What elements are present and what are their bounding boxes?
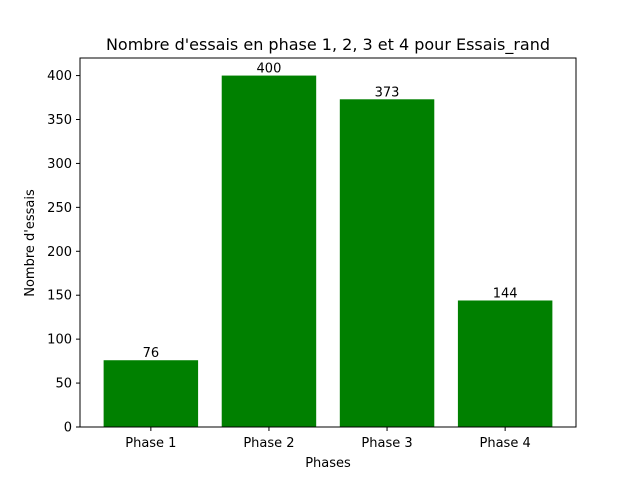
data-labels-group: 76 400 373 144 <box>143 62 518 362</box>
bar-3 <box>339 99 435 428</box>
y-tick-label: 0 <box>64 421 72 436</box>
bar-value-label-2: 400 <box>257 62 282 77</box>
y-tick-label: 350 <box>47 113 72 128</box>
y-axis-label: Nombre d'essais <box>23 189 38 297</box>
y-tick-label: 150 <box>47 289 72 304</box>
y-axis-ticks: 0 50 100 150 200 250 300 350 400 <box>47 69 80 436</box>
y-tick-label: 250 <box>47 201 72 216</box>
x-tick-label: Phase 1 <box>125 436 176 451</box>
bar-value-label-1: 76 <box>143 346 160 361</box>
x-axis-label: Phases <box>305 456 351 471</box>
x-tick-label: Phase 3 <box>361 436 412 451</box>
y-tick-label: 50 <box>55 377 72 392</box>
x-axis-ticks: Phase 1 Phase 2 Phase 3 Phase 4 <box>125 427 531 451</box>
y-tick-label: 400 <box>47 69 72 84</box>
bars-group <box>103 75 553 428</box>
y-tick-label: 200 <box>47 245 72 260</box>
bar-value-label-3: 373 <box>375 85 400 100</box>
bar-2 <box>221 75 317 428</box>
bar-1 <box>103 360 199 427</box>
bar-4 <box>457 300 553 427</box>
y-tick-label: 100 <box>47 333 72 348</box>
chart-title: Nombre d'essais en phase 1, 2, 3 et 4 po… <box>106 35 550 55</box>
plot-frame <box>79 57 577 428</box>
bar-value-label-4: 144 <box>493 286 518 301</box>
x-tick-label: Phase 2 <box>243 436 294 451</box>
y-tick-label: 300 <box>47 157 72 172</box>
x-tick-label: Phase 4 <box>480 436 531 451</box>
